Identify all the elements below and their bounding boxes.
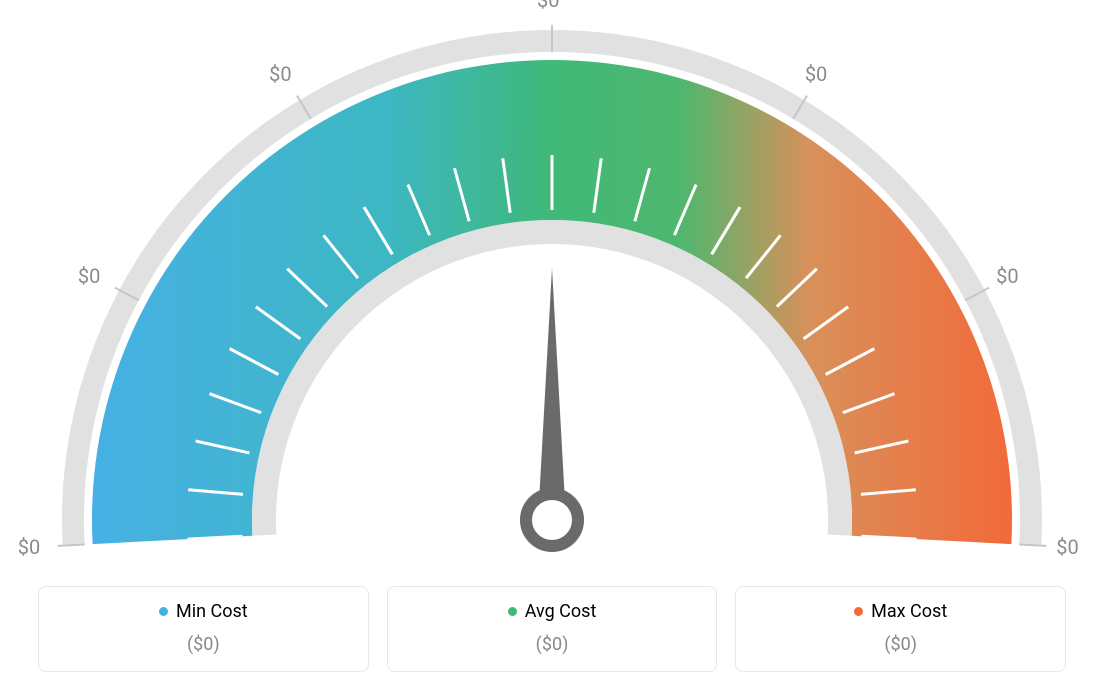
gauge-svg	[0, 0, 1104, 560]
legend-value-max: ($0)	[746, 634, 1055, 655]
legend-value-min: ($0)	[49, 634, 358, 655]
gauge-cost-widget: $0 $0 $0 $0 $0 $0 $0 Min Cost ($0) Avg Cost ($…	[0, 0, 1104, 690]
gauge-tick-label: $0	[1056, 535, 1078, 559]
legend-title-max: Max Cost	[854, 601, 947, 622]
gauge-tick-label: $0	[269, 62, 291, 86]
legend-label-avg: Avg Cost	[525, 601, 597, 622]
legend-value-avg: ($0)	[398, 634, 707, 655]
legend-dot-avg	[508, 607, 517, 616]
legend-row: Min Cost ($0) Avg Cost ($0) Max Cost ($0…	[38, 586, 1066, 672]
gauge-tick-label: $0	[996, 264, 1018, 288]
gauge-tick-label: $0	[18, 535, 40, 559]
gauge-tick-label: $0	[537, 0, 559, 12]
legend-card-max: Max Cost ($0)	[735, 586, 1066, 672]
legend-dot-min	[159, 607, 168, 616]
gauge-chart: $0 $0 $0 $0 $0 $0 $0	[0, 0, 1104, 560]
legend-title-avg: Avg Cost	[508, 601, 597, 622]
legend-dot-max	[854, 607, 863, 616]
legend-title-min: Min Cost	[159, 601, 248, 622]
legend-card-min: Min Cost ($0)	[38, 586, 369, 672]
gauge-tick-label: $0	[78, 264, 100, 288]
gauge-tick-label: $0	[805, 62, 827, 86]
legend-card-avg: Avg Cost ($0)	[387, 586, 718, 672]
legend-label-min: Min Cost	[176, 601, 248, 622]
legend-label-max: Max Cost	[871, 601, 947, 622]
